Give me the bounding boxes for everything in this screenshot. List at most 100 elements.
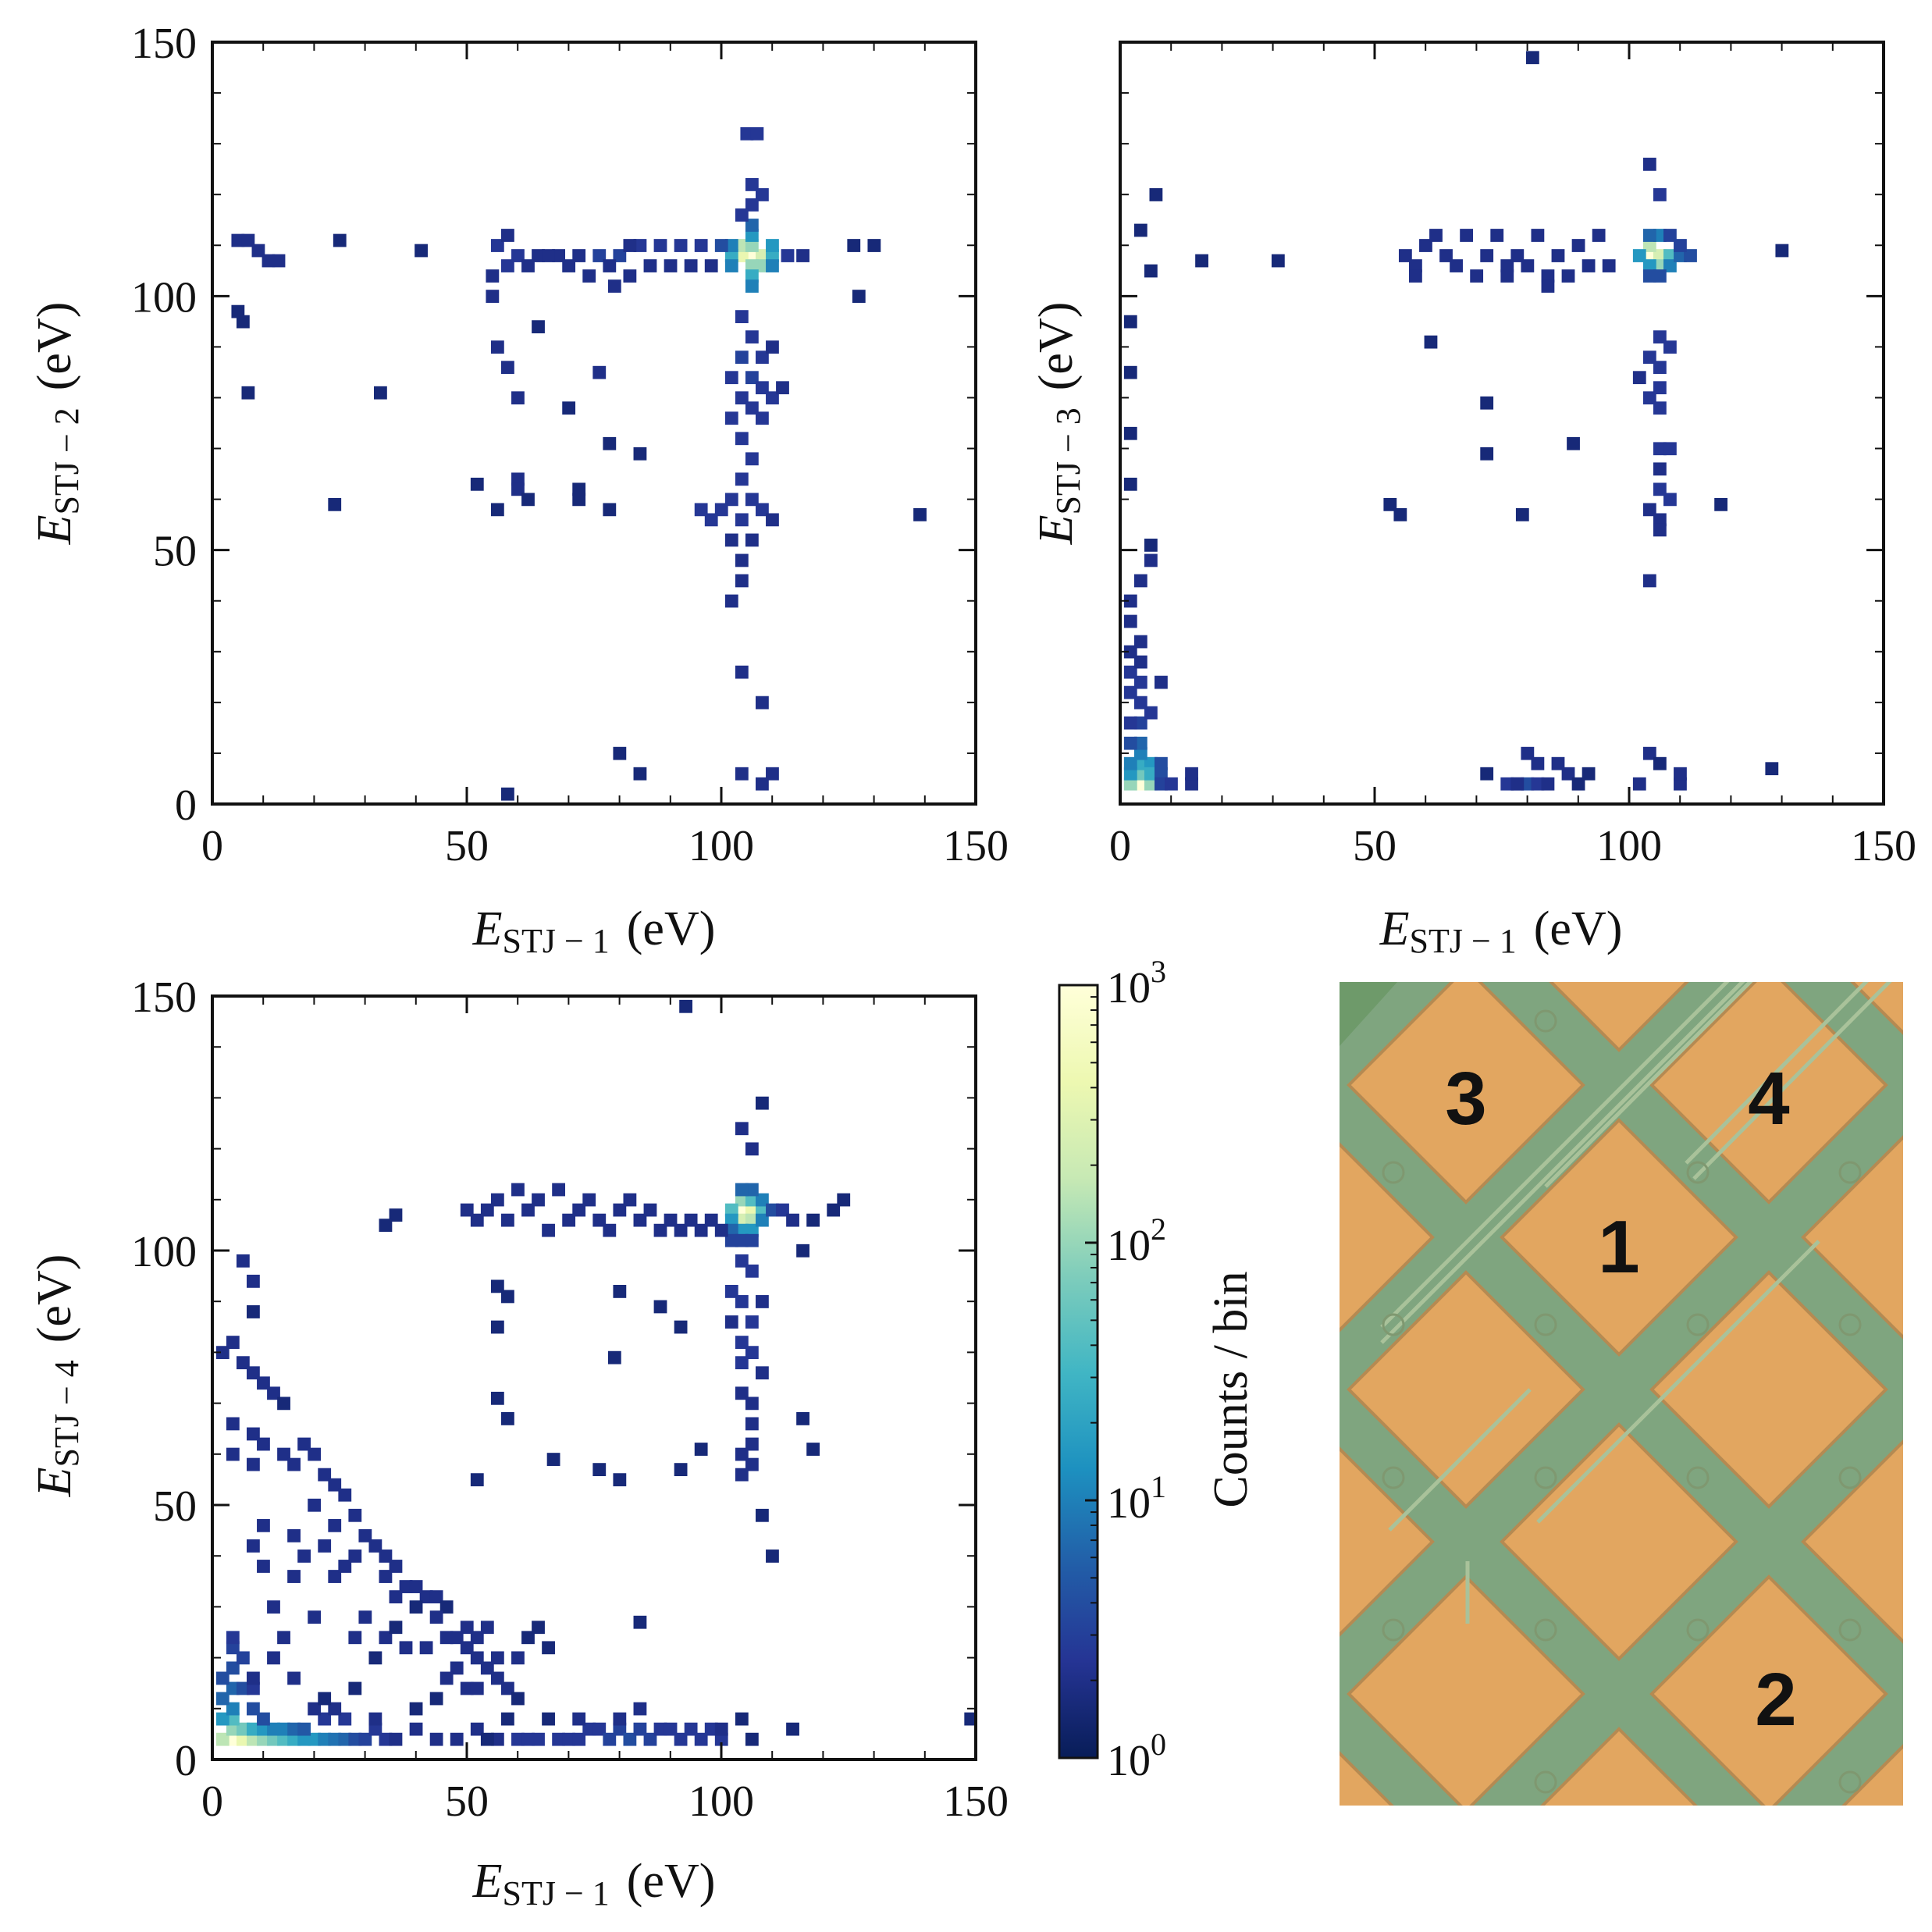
heatmap-cell	[1123, 426, 1137, 440]
heatmap-cell	[704, 513, 718, 527]
heatmap-cell	[735, 350, 749, 365]
heatmap-cell	[806, 1213, 820, 1227]
heatmap-cell	[521, 493, 535, 507]
heatmap-cell	[389, 1732, 403, 1746]
heatmap-cell	[501, 1412, 514, 1425]
heatmap-cell	[776, 1203, 789, 1217]
heatmap-cell	[415, 244, 428, 258]
heatmap-cell	[287, 1722, 301, 1736]
heatmap-cell	[1582, 767, 1596, 781]
microscope-photo-stj-array: 3 4 1 2	[1340, 982, 1903, 1806]
heatmap-cell	[226, 1641, 240, 1655]
heatmap-cell	[837, 1193, 851, 1207]
heatmap-cell	[592, 365, 607, 379]
heatmap-cell	[1123, 777, 1137, 791]
heatmap-cell	[664, 259, 678, 272]
heatmap-cell	[1133, 767, 1147, 781]
heatmap-cell	[643, 1732, 657, 1746]
heatmap-cell	[1123, 767, 1137, 781]
heatmap-cell	[1642, 746, 1656, 760]
heatmap-cell	[1123, 614, 1137, 628]
heatmap-cell	[684, 1213, 698, 1227]
heatmap-cell	[756, 411, 769, 425]
heatmap-cell	[607, 1350, 621, 1364]
heatmap-cell	[745, 1233, 759, 1247]
heatmap-cell	[241, 233, 255, 247]
heatmap-cell	[231, 233, 245, 247]
heatmap-cell	[226, 1712, 240, 1726]
heatmap-cell	[756, 249, 769, 262]
heatmap-cell	[1133, 675, 1147, 689]
heatmap-cell	[257, 1712, 270, 1726]
heatmap-cell	[572, 1732, 586, 1746]
heatmap-cell	[745, 239, 759, 252]
heatmap-cell	[1490, 229, 1504, 242]
heatmap-cell	[1144, 777, 1158, 791]
heatmap-cell	[766, 259, 779, 272]
heatmap-cell	[745, 259, 759, 272]
heatmap-cell	[724, 371, 738, 385]
heatmap-cell	[226, 1702, 240, 1716]
heatmap-cell	[328, 1702, 342, 1716]
heatmap-cell	[409, 1600, 423, 1614]
heatmap-cell	[766, 1550, 779, 1563]
y-tick-label: 50	[153, 528, 197, 576]
heatmap-cell	[1123, 645, 1137, 659]
heatmap-cell	[745, 219, 759, 232]
heatmap-cell	[694, 1443, 708, 1456]
heatmap-cell	[613, 1473, 627, 1487]
heatmap-cell	[379, 1550, 393, 1563]
heatmap-cell	[287, 1570, 301, 1583]
heatmap-cell	[1653, 330, 1667, 344]
heatmap-cell	[735, 249, 749, 262]
heatmap-cell	[338, 1712, 352, 1726]
heatmap-cell	[379, 1219, 393, 1233]
heatmap-cell	[511, 1692, 525, 1706]
heatmap-cell	[684, 259, 698, 272]
heatmap-cell	[1531, 229, 1545, 242]
heatmap-cell	[1674, 777, 1687, 791]
heatmap-cell	[1383, 497, 1397, 511]
heatmap-cell	[328, 1570, 342, 1583]
heatmap-cell	[714, 503, 728, 517]
stj-pad	[1500, 1422, 1738, 1661]
heatmap-cell	[745, 1203, 759, 1217]
heatmap-panel-stj2-vs-stj1: 0 50 100 150 0 50 100 150 ESTJ − 1 (eV) ESTJ − 2(…	[28, 20, 1009, 960]
heatmap-cell	[735, 1356, 749, 1370]
heatmap-cell	[542, 1712, 555, 1726]
heatmap-cell	[603, 436, 617, 450]
heatmap-cell	[490, 1391, 504, 1405]
heatmap-cell	[766, 1203, 779, 1217]
heatmap-cell	[231, 304, 245, 318]
plot-frame	[211, 41, 977, 806]
heatmap-cell	[358, 1528, 372, 1542]
heatmap-cell	[532, 1193, 545, 1207]
via-circle	[1686, 1313, 1710, 1336]
heatmap-cell	[1525, 51, 1539, 65]
heatmap-cell	[745, 1223, 759, 1237]
heatmap-cell	[486, 269, 500, 283]
heatmap-cell	[664, 1722, 678, 1736]
heatmap-cell	[470, 1213, 484, 1227]
heatmap-cell	[1642, 574, 1656, 588]
heatmap-cell	[429, 1732, 443, 1746]
heatmap-cell	[613, 1722, 627, 1736]
heatmap-cell	[1123, 365, 1137, 379]
heatmap-cell	[562, 1213, 576, 1227]
heatmap-cell	[1133, 716, 1147, 730]
heatmap-cell	[724, 249, 738, 262]
heatmap-cell	[653, 1722, 667, 1736]
heatmap-cell	[439, 1600, 454, 1614]
heatmap-cell	[867, 239, 881, 252]
heatmap-cell	[389, 1621, 403, 1635]
heatmap-cell	[1642, 503, 1656, 517]
heatmap-cell	[1144, 264, 1158, 278]
heatmap-cell	[257, 1560, 270, 1573]
heatmap-cell	[1653, 229, 1667, 242]
y-tick-label: 150	[131, 973, 197, 1022]
heatmap-cell	[756, 503, 769, 517]
y-tick-label: 50	[153, 1482, 197, 1531]
heatmap-cell	[714, 1223, 728, 1237]
heatmap-cell	[756, 777, 769, 791]
heatmap-cell	[287, 1732, 301, 1746]
